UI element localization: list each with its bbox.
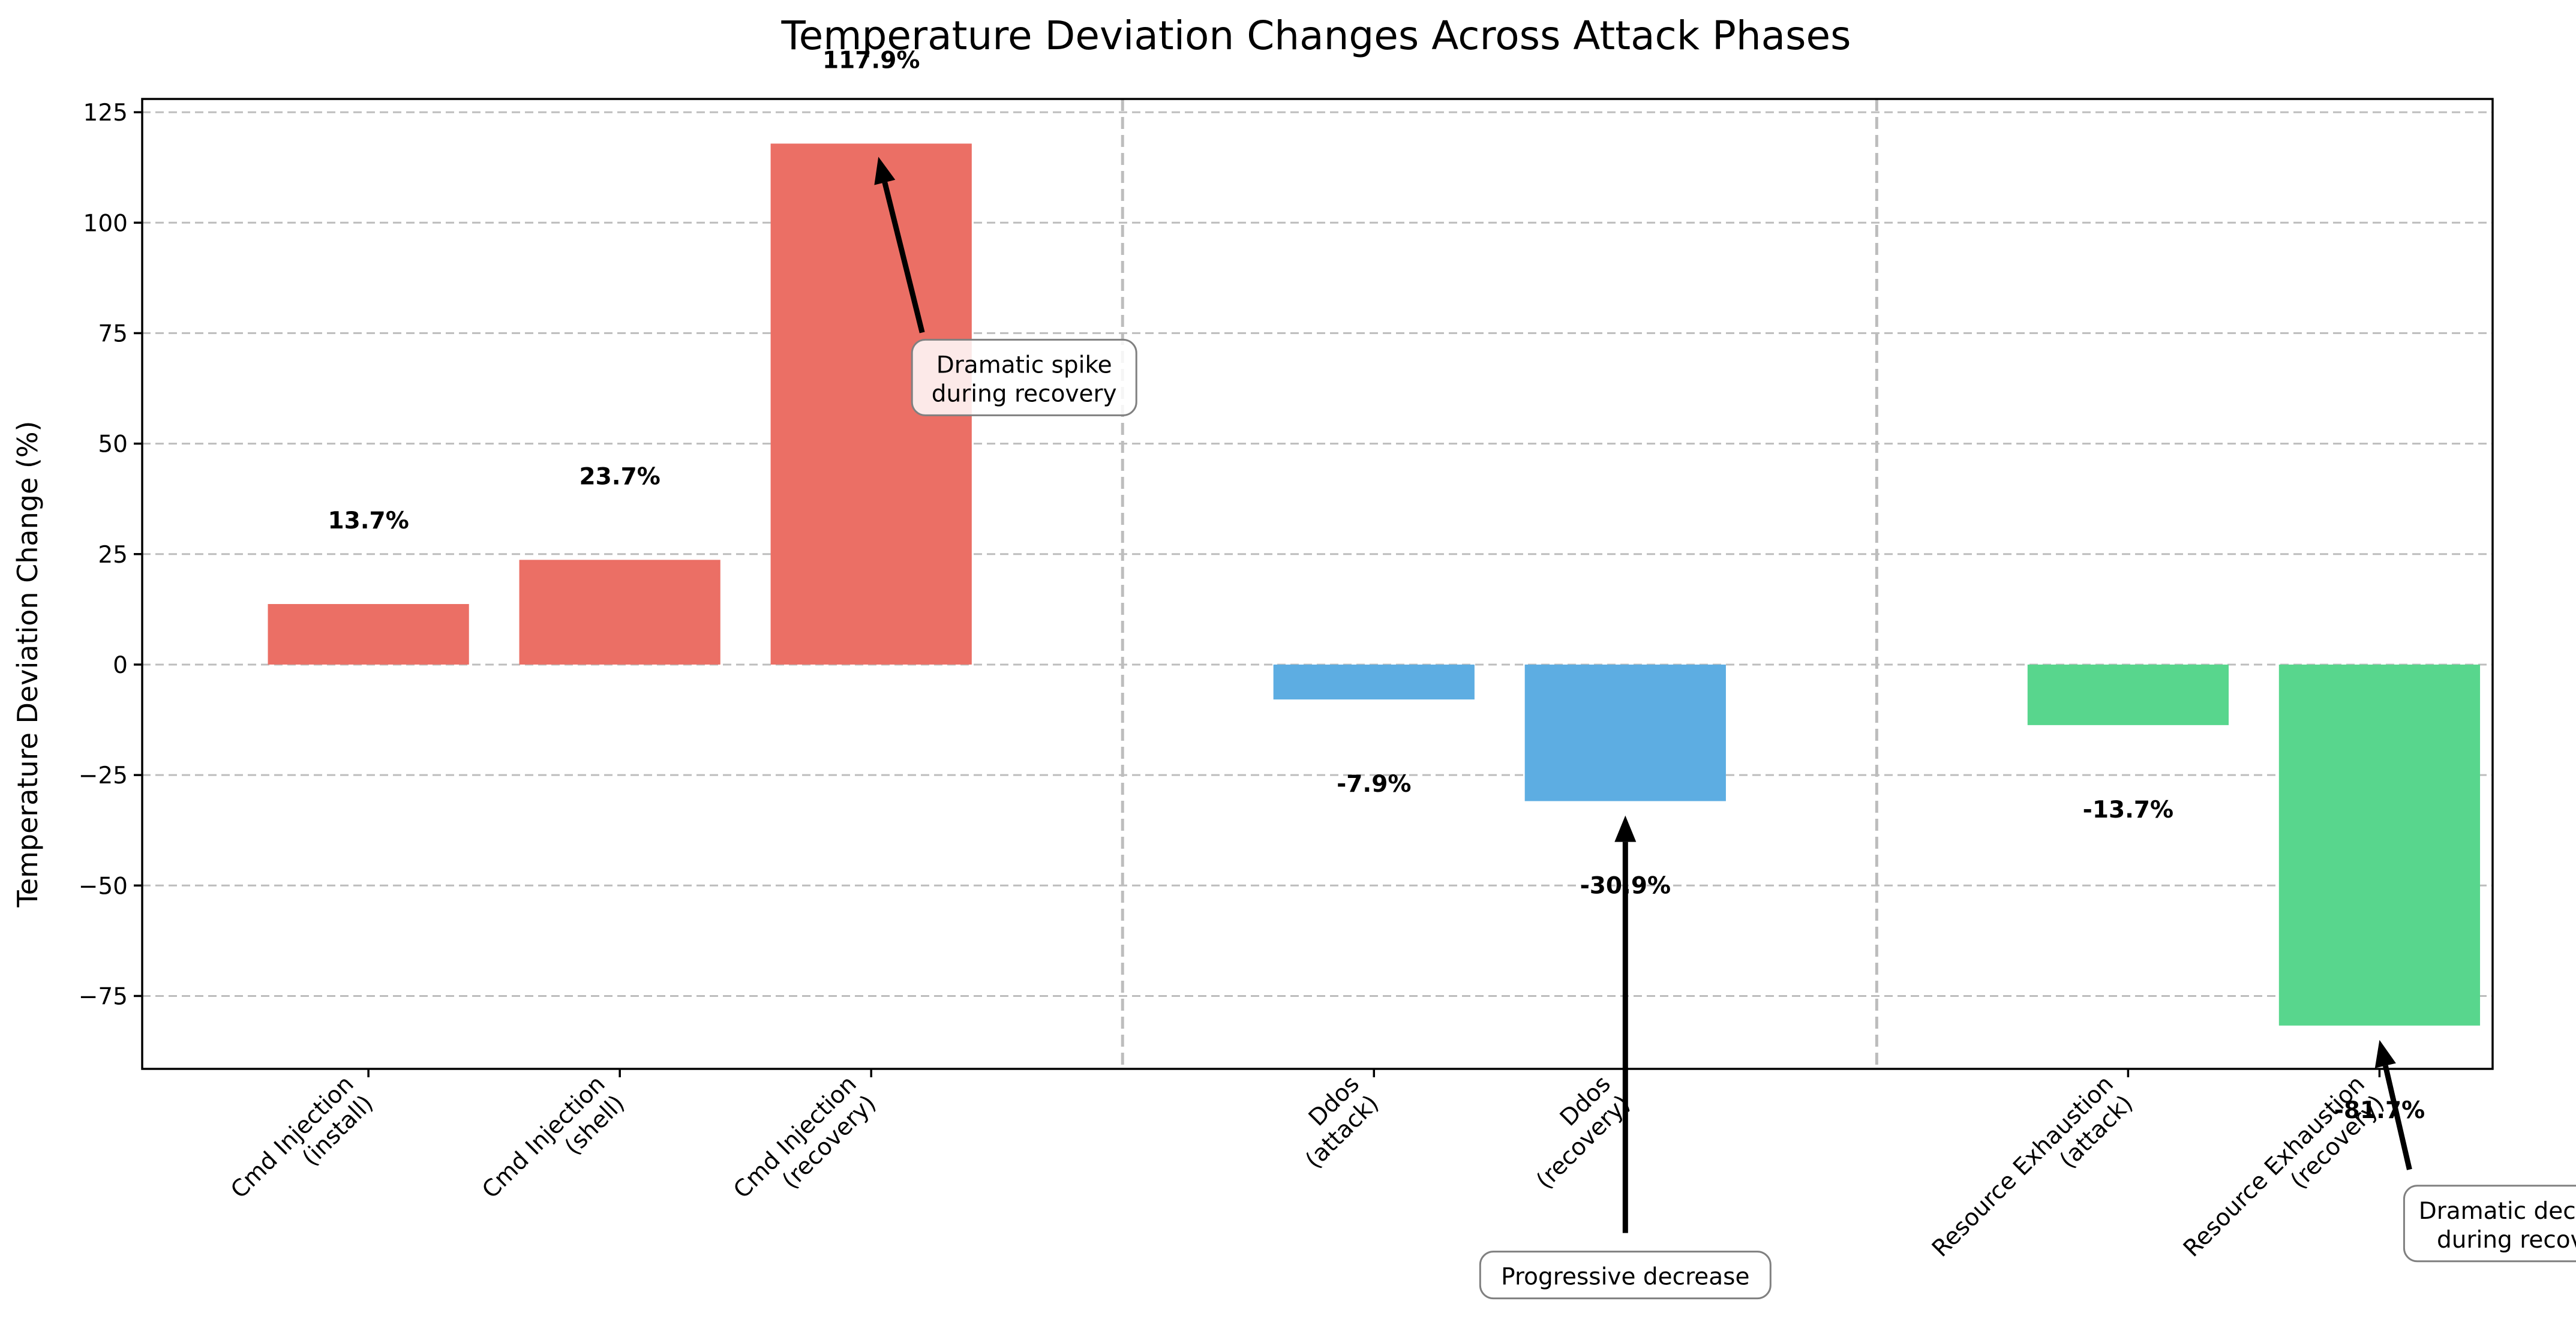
y-tick-label: 100: [83, 210, 128, 237]
annotation-box: [911, 338, 1137, 416]
y-axis-label: Temperature Deviation Change (%): [11, 421, 44, 908]
bar: [2027, 664, 2229, 725]
data-label: 117.9%: [822, 47, 920, 74]
x-tick-label: Resource Exhaustion(attack): [1927, 1071, 2138, 1282]
data-label: -13.7%: [2083, 797, 2174, 824]
annotation-arrowhead: [1614, 815, 1637, 842]
bar: [1524, 664, 1726, 801]
y-tick-label: 50: [98, 431, 128, 458]
annotation-arrowhead: [2374, 1039, 2396, 1068]
y-tick-label: 25: [98, 542, 128, 569]
chart-title: Temperature Deviation Changes Across Att…: [781, 13, 1851, 59]
annotation-box: [2403, 1185, 2576, 1263]
plot-frame: [141, 98, 2494, 1070]
x-tick-label: Cmd Injection(recovery): [728, 1071, 881, 1224]
annotation-arrow: [2382, 1065, 2412, 1170]
x-tick-label: Ddos(recovery): [1512, 1071, 1636, 1195]
y-tick-label: 0: [113, 652, 128, 679]
data-label: -81.7%: [2334, 1097, 2425, 1124]
bar: [268, 604, 469, 665]
y-tick-label: −50: [79, 873, 128, 900]
annotation-box: [1479, 1251, 1772, 1300]
plot-area: −75 −50 −25 0 25 50 75 100 125 13.7% Cmd Injection…: [79, 47, 2576, 1300]
annotation-text: Dramatic spike during recovery: [932, 351, 1117, 407]
data-label: -7.9%: [1337, 771, 1411, 798]
bar: [519, 560, 720, 665]
x-tick-label: Resource Exhaustion(recovery): [2178, 1071, 2389, 1282]
annotation-arrow: [882, 182, 925, 333]
annotation-arrowhead: [874, 157, 896, 185]
y-tick-label: 125: [83, 100, 128, 127]
y-tick-label: 75: [98, 320, 128, 347]
data-label: 23.7%: [580, 463, 660, 490]
y-tick-label: −25: [79, 762, 128, 789]
annotation-text: Progressive decrease: [1501, 1264, 1749, 1291]
annotation-text: Dramatic decreaseduring recovery: [2419, 1198, 2576, 1254]
x-tick-label: Ddos(attack): [1281, 1071, 1384, 1174]
x-tick-label: Cmd Injection(shell): [477, 1071, 630, 1224]
x-tick-label: Cmd Injection(install): [226, 1071, 379, 1224]
bar: [2278, 664, 2481, 1026]
bar: [1273, 664, 1475, 700]
y-tick-label: −75: [79, 983, 128, 1010]
data-label: 13.7%: [328, 507, 409, 534]
